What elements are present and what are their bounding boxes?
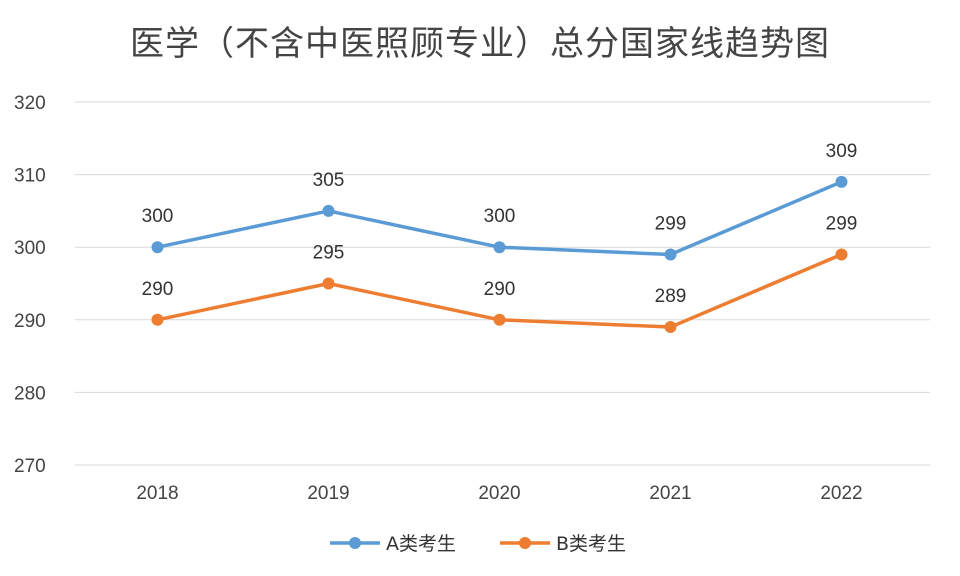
x-tick-label: 2020 bbox=[478, 483, 520, 504]
y-tick-label: 290 bbox=[14, 311, 46, 332]
chart-title: 医学（不含中医照顾专业）总分国家线趋势图 bbox=[130, 24, 830, 64]
y-tick-label: 300 bbox=[14, 238, 46, 259]
y-tick-label: 280 bbox=[14, 383, 46, 404]
legend-label: B类考生 bbox=[556, 533, 626, 555]
x-tick-label: 2018 bbox=[136, 483, 178, 504]
data-point bbox=[322, 204, 335, 217]
data-point bbox=[151, 313, 164, 326]
data-label: 309 bbox=[826, 141, 858, 162]
legend-label: A类考生 bbox=[386, 533, 456, 555]
y-tick-label: 320 bbox=[14, 93, 46, 114]
data-point bbox=[322, 277, 335, 290]
data-point bbox=[835, 175, 848, 188]
x-tick-label: 2022 bbox=[820, 483, 862, 504]
data-label: 305 bbox=[313, 170, 345, 191]
data-point bbox=[493, 241, 506, 254]
data-label: 299 bbox=[655, 213, 687, 234]
x-tick-label: 2019 bbox=[307, 483, 349, 504]
data-point bbox=[664, 248, 677, 261]
data-label: 300 bbox=[142, 206, 174, 227]
data-label: 299 bbox=[826, 213, 858, 234]
data-label: 295 bbox=[313, 243, 345, 264]
data-label: 290 bbox=[142, 279, 174, 300]
y-tick-label: 270 bbox=[14, 456, 46, 477]
data-label: 290 bbox=[484, 279, 516, 300]
legend-marker bbox=[519, 537, 531, 549]
data-point bbox=[664, 321, 677, 334]
data-point bbox=[151, 241, 164, 254]
data-point bbox=[493, 313, 506, 326]
data-label: 289 bbox=[655, 286, 687, 307]
data-label: 300 bbox=[484, 206, 516, 227]
y-tick-label: 310 bbox=[14, 166, 46, 187]
x-tick-label: 2021 bbox=[649, 483, 691, 504]
data-point bbox=[835, 248, 848, 261]
legend-marker bbox=[349, 537, 361, 549]
